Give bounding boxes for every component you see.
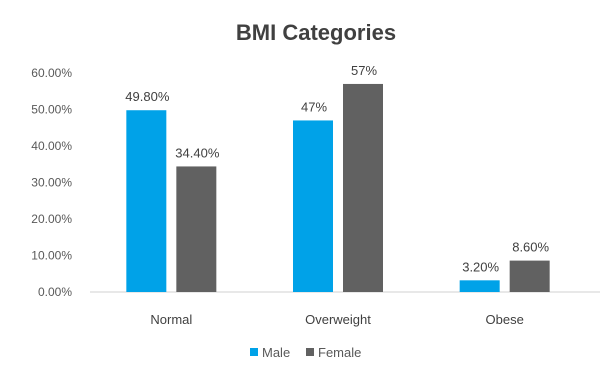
y-tick-label: 30.00% [31,176,72,190]
x-axis: Normal Overweight Obese [150,312,523,327]
bar-male-obese [459,280,500,292]
x-category-label: Normal [150,312,192,327]
data-label-male-overweight: 47% [301,99,327,114]
legend-swatch-male [250,348,258,356]
bar-male-overweight [293,120,333,292]
data-labels: 49.80% 34.40% 47% 57% 3.20% 8.60% [125,63,549,274]
legend-swatch-female [306,348,314,356]
bar-female-obese [509,260,550,292]
x-category-label: Obese [486,312,524,327]
data-label-male-obese: 3.20% [462,259,499,274]
bar-female-normal [176,166,217,292]
y-tick-label: 0.00% [38,285,72,299]
y-tick-label: 40.00% [31,139,72,153]
y-tick-label: 10.00% [31,249,72,263]
y-tick-label: 50.00% [31,103,72,117]
data-label-female-obese: 8.60% [512,240,549,255]
bars [126,83,550,292]
legend-label-male: Male [262,345,290,360]
data-label-male-normal: 49.80% [125,89,170,104]
y-tick-label: 60.00% [31,66,72,80]
x-category-label: Overweight [305,312,371,327]
data-label-female-overweight: 57% [351,63,377,78]
bar-female-overweight [343,83,383,292]
y-tick-label: 20.00% [31,212,72,226]
y-axis: 0.00% 10.00% 20.00% 30.00% 40.00% 50.00% 60.00… [31,66,72,299]
legend-label-female: Female [318,345,361,360]
data-label-female-normal: 34.40% [175,145,220,160]
bar-male-normal [126,110,167,292]
chart-title: BMI Categories [236,20,396,45]
legend: Male Female [250,345,361,360]
